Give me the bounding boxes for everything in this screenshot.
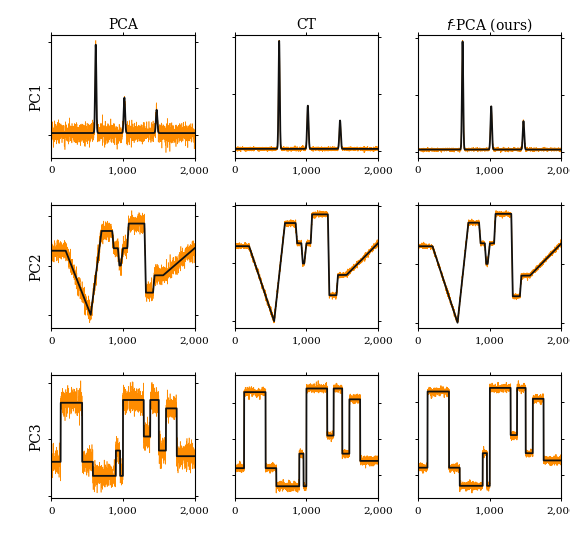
Y-axis label: PC1: PC1 xyxy=(30,82,44,111)
Title: CT: CT xyxy=(296,18,316,32)
Y-axis label: PC3: PC3 xyxy=(30,422,44,451)
Y-axis label: PC2: PC2 xyxy=(30,252,44,281)
Title: PCA: PCA xyxy=(108,18,138,32)
Title: $f$-PCA (ours): $f$-PCA (ours) xyxy=(446,16,533,34)
